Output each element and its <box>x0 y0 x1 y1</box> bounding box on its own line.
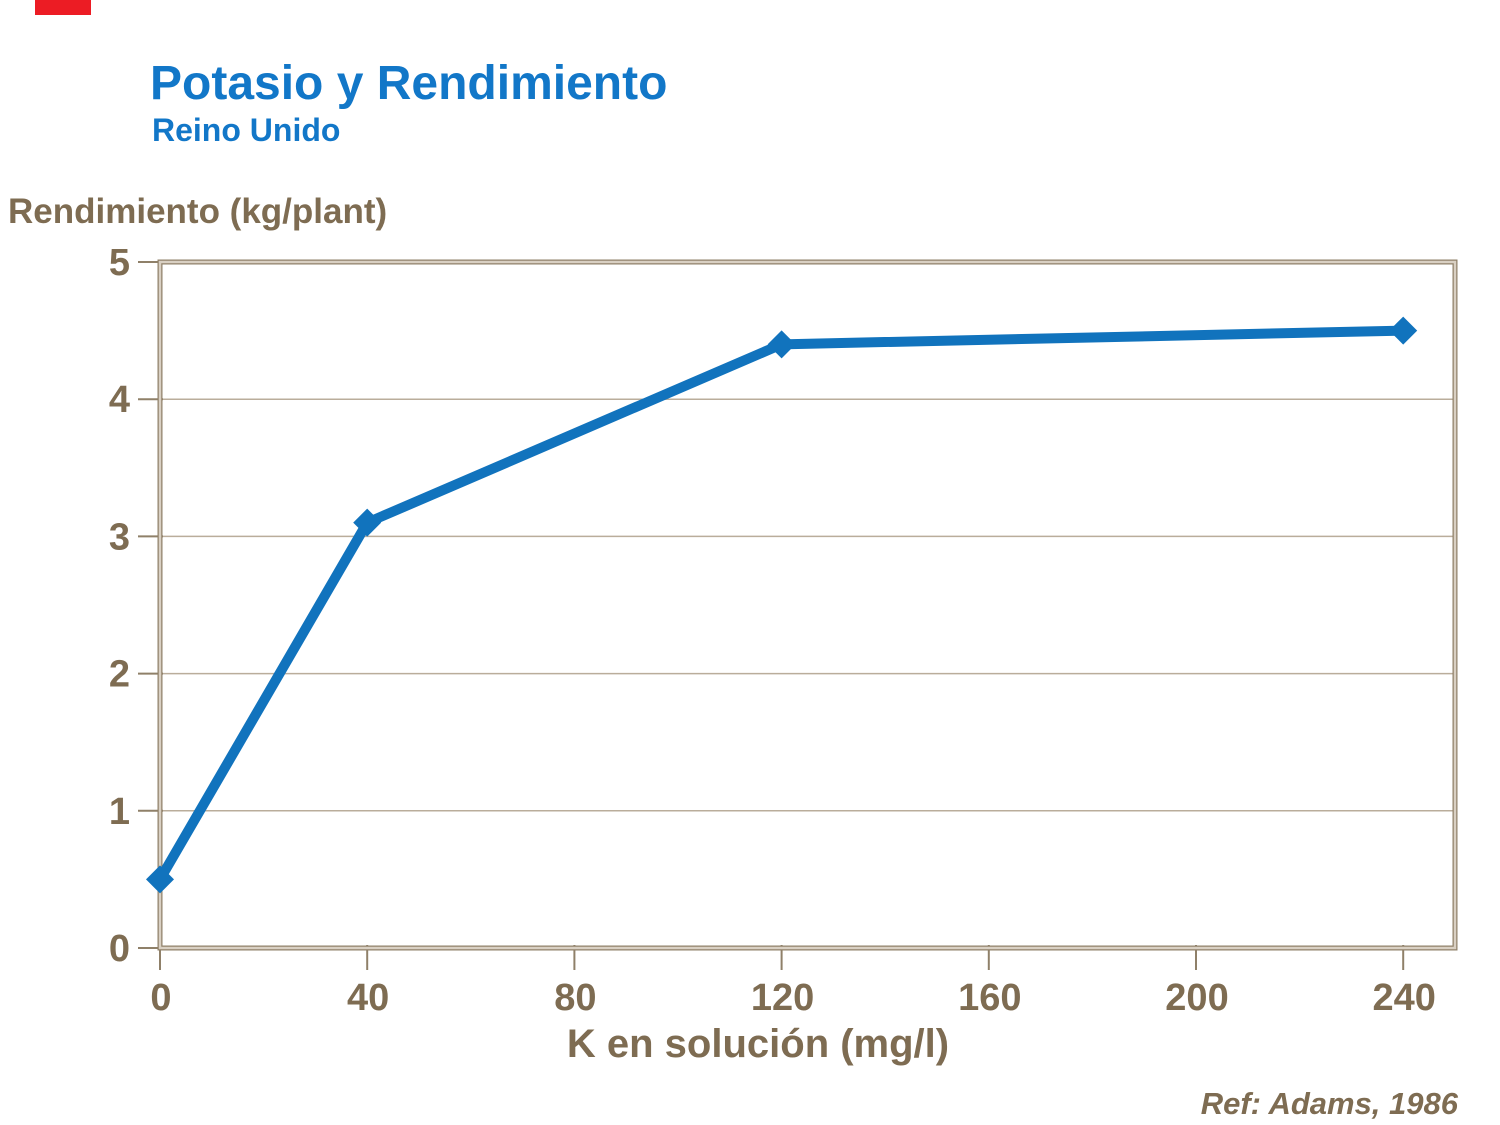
y-tick-label: 0 <box>109 928 130 970</box>
x-tick-label: 120 <box>751 977 814 1019</box>
page-subtitle: Reino Unido <box>152 112 341 148</box>
data-point-marker <box>1389 316 1418 345</box>
page-title: Potasio y Rendimiento <box>150 57 668 110</box>
x-tick-label: 40 <box>347 977 389 1019</box>
y-tick-label: 3 <box>109 516 130 558</box>
y-tick-label: 4 <box>109 379 130 421</box>
plot-frame <box>157 259 1458 951</box>
data-point-marker <box>146 865 174 894</box>
data-line <box>155 325 1409 885</box>
x-tick-label: 0 <box>150 977 171 1019</box>
red-marker <box>35 0 91 15</box>
x-axis-title: K en solución (mg/l) <box>566 1022 950 1066</box>
x-tick-label: 80 <box>554 977 596 1019</box>
x-tick-label: 240 <box>1372 977 1435 1019</box>
x-tick-label: 160 <box>958 977 1021 1019</box>
x-tick-label: 200 <box>1165 977 1228 1019</box>
y-tick-label: 2 <box>109 654 130 696</box>
plot-frame-highlight <box>158 260 1457 950</box>
y-tick-label: 5 <box>109 242 130 284</box>
y-tick-label: 1 <box>109 791 130 833</box>
data-point-marker <box>767 330 796 359</box>
y-axis-title: Rendimiento (kg/plant) <box>8 192 388 231</box>
reference-note: Ref: Adams, 1986 <box>1200 1086 1458 1121</box>
data-point-marker <box>353 508 382 537</box>
